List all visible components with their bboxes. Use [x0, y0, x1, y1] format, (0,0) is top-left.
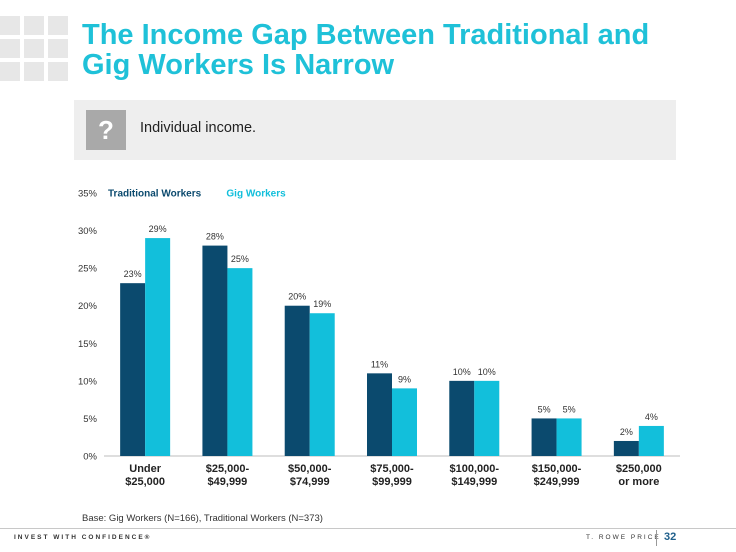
decorative-logo-grid	[0, 16, 70, 82]
bar	[202, 245, 228, 456]
bar	[638, 425, 664, 456]
bar	[392, 388, 417, 456]
data-label: 23%	[124, 269, 142, 279]
x-tick-label: $249,999	[534, 476, 580, 488]
footer-separator	[656, 530, 657, 546]
y-tick-label: 0%	[83, 452, 97, 463]
data-label: 11%	[371, 359, 388, 369]
y-tick-label: 10%	[78, 376, 98, 387]
legend-entry: Traditional Workers	[108, 189, 202, 200]
bar	[284, 305, 310, 456]
bar	[449, 380, 475, 456]
data-label: 29%	[149, 224, 167, 234]
x-tick-label: $50,000-	[288, 463, 332, 475]
footnote: Base: Gig Workers (N=166), Traditional W…	[82, 513, 323, 524]
legend-entry: Gig Workers	[226, 189, 286, 200]
data-label: 20%	[288, 292, 306, 302]
bar	[145, 238, 171, 456]
x-tick-label: $150,000-	[532, 463, 582, 475]
question-bar: ? Individual income.	[74, 100, 676, 160]
question-text: Individual income.	[140, 120, 257, 136]
x-tick-label: $74,999	[290, 476, 330, 488]
data-label: 9%	[398, 374, 411, 384]
x-tick-label: $25,000-	[206, 463, 250, 475]
x-tick-label: or more	[618, 476, 659, 488]
y-tick-label: 35%	[78, 189, 98, 200]
bar	[531, 418, 557, 456]
y-tick-label: 15%	[78, 339, 98, 350]
x-tick-label: $250,000	[616, 463, 662, 475]
y-tick-label: 5%	[83, 414, 97, 425]
data-label: 5%	[563, 404, 576, 414]
y-tick-label: 30%	[78, 226, 98, 237]
x-tick-label: $49,999	[208, 476, 248, 488]
bar	[309, 313, 335, 456]
footer-brand: T. ROWE PRICE	[586, 534, 661, 541]
bar	[474, 380, 500, 456]
bar	[227, 268, 253, 456]
data-label: 2%	[620, 427, 633, 437]
page-title: The Income Gap Between Traditional and G…	[82, 19, 650, 81]
data-label: 5%	[538, 404, 551, 414]
data-label: 10%	[478, 367, 496, 377]
footer-divider	[0, 528, 736, 529]
footer-tagline: INVEST WITH CONFIDENCE®	[14, 534, 152, 541]
data-label: 28%	[206, 232, 224, 242]
x-tick-label: $149,999	[451, 476, 497, 488]
question-mark-icon: ?	[86, 110, 126, 150]
y-tick-label: 25%	[78, 264, 98, 275]
bar	[367, 373, 392, 456]
x-tick-label: $100,000-	[450, 463, 500, 475]
data-label: 19%	[313, 299, 331, 309]
x-tick-label: Under	[129, 463, 162, 475]
bar	[120, 283, 146, 456]
data-label: 25%	[231, 254, 249, 264]
y-tick-label: 20%	[78, 301, 98, 312]
data-label: 10%	[453, 367, 471, 377]
data-label: 4%	[645, 412, 658, 422]
page-number: 32	[664, 531, 677, 543]
bar	[613, 440, 639, 456]
x-tick-label: $25,000	[125, 476, 165, 488]
x-tick-label: $99,999	[372, 476, 412, 488]
x-tick-label: $75,000-	[370, 463, 414, 475]
bar	[556, 418, 582, 456]
